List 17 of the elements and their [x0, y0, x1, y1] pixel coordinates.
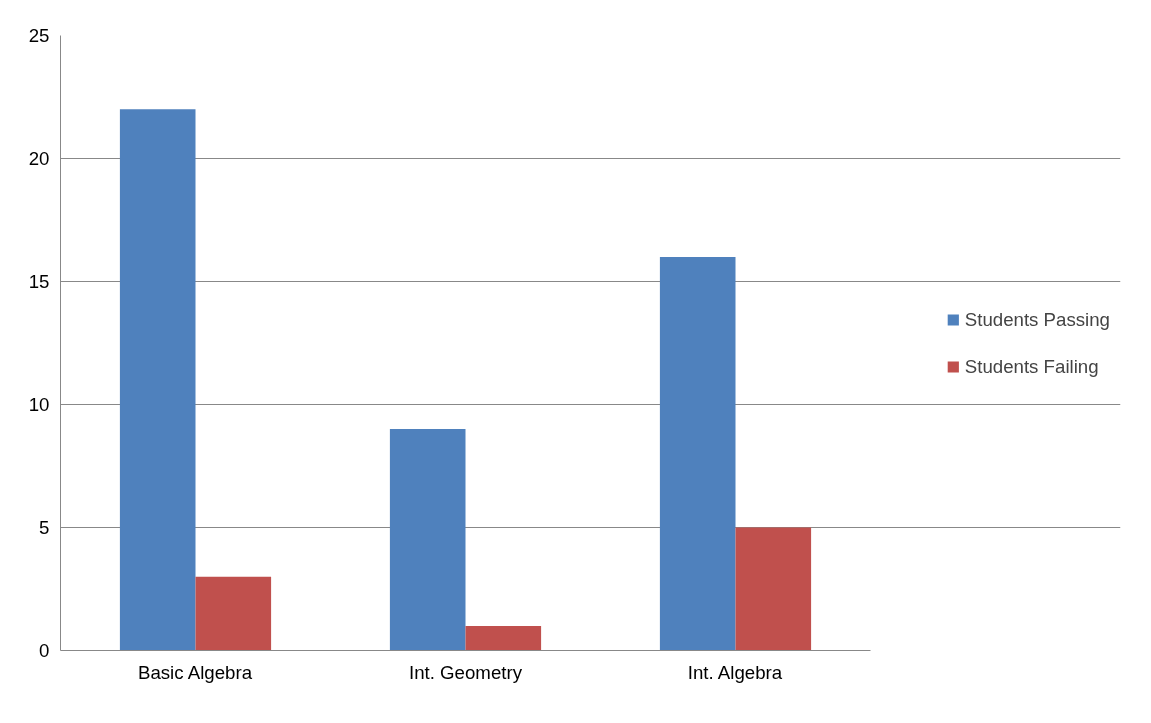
bar	[465, 625, 542, 651]
x-tick-label: Basic Algebra	[137, 661, 253, 683]
y-tick-label: 10	[28, 394, 50, 415]
legend-label: Students Passing	[964, 308, 1110, 330]
bar	[389, 429, 466, 651]
bar	[195, 576, 272, 651]
bar	[659, 256, 736, 651]
y-tick-label: 20	[28, 148, 50, 169]
y-tick-label: 25	[28, 25, 50, 46]
y-tick-label: 15	[28, 271, 50, 292]
y-tick-label: 5	[39, 517, 50, 538]
x-tick-label: Int. Algebra	[687, 661, 783, 683]
bar	[119, 109, 196, 651]
legend-label: Students Failing	[964, 355, 1099, 377]
x-tick-label: Int. Geometry	[408, 661, 523, 683]
y-tick-label: 0	[39, 640, 50, 661]
bar	[735, 527, 812, 651]
